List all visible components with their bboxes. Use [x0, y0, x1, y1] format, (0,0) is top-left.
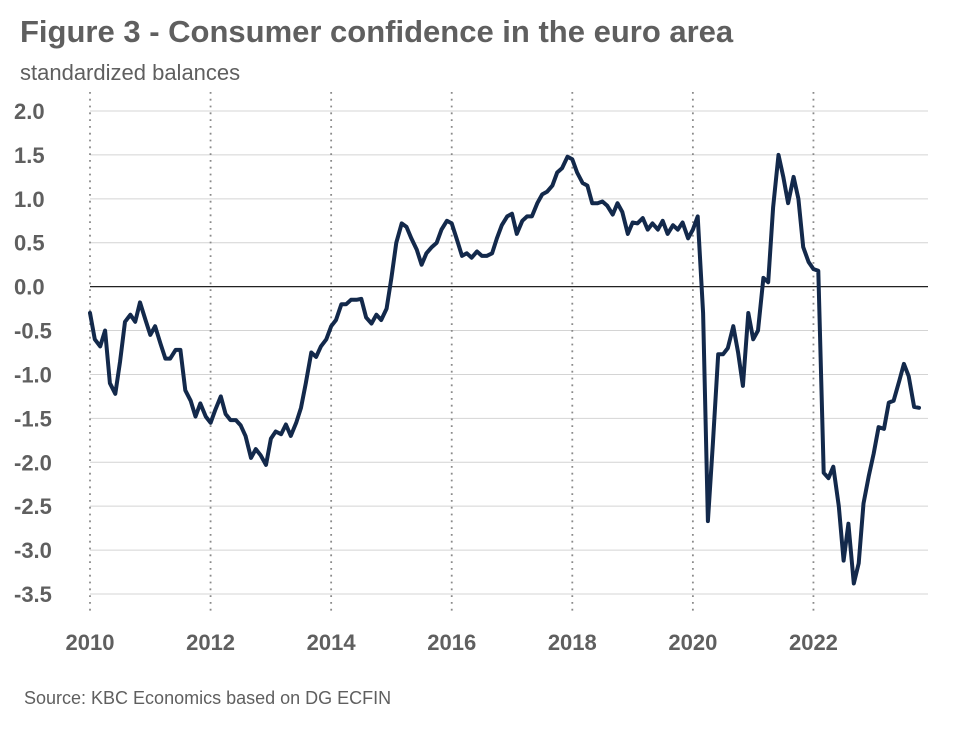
y-tick-label: -0.5 [14, 319, 52, 344]
x-tick-label: 2016 [427, 630, 476, 655]
horizontal-gridlines [90, 110, 928, 595]
vertical-gridlines [89, 92, 815, 615]
x-tick-label: 2018 [548, 630, 597, 655]
y-tick-label: -3.5 [14, 582, 52, 607]
y-tick-label: 1.0 [14, 187, 45, 212]
y-tick-label: -2.5 [14, 494, 52, 519]
x-tick-label: 2022 [789, 630, 838, 655]
y-axis-tick-labels: 2.0 1.5 1.0 0.5 0.0 -0.5 -1.0 -1.5 -2.0 -2.5 -3.0 -… [14, 99, 52, 607]
chart-title: Figure 3 - Consumer confidence in the eu… [20, 14, 734, 49]
x-axis-tick-labels: 2010 2012 2014 2016 2018 2020 2022 [66, 630, 838, 655]
y-tick-label: -1.5 [14, 406, 52, 431]
x-tick-label: 2010 [66, 630, 115, 655]
y-tick-label: -1.0 [14, 362, 52, 387]
x-tick-label: 2012 [186, 630, 235, 655]
source-note: Source: KBC Economics based on DG ECFIN [24, 688, 392, 708]
y-tick-label: 1.5 [14, 143, 45, 168]
y-tick-label: 0.0 [14, 275, 45, 300]
series-line [88, 152, 921, 586]
y-tick-label: -2.0 [14, 450, 52, 475]
y-tick-label: -3.0 [14, 538, 52, 563]
y-tick-label: 0.5 [14, 231, 45, 256]
x-tick-label: 2020 [668, 630, 717, 655]
x-tick-label: 2014 [307, 630, 357, 655]
y-tick-label: 2.0 [14, 99, 45, 124]
chart-subtitle: standardized balances [20, 60, 241, 85]
